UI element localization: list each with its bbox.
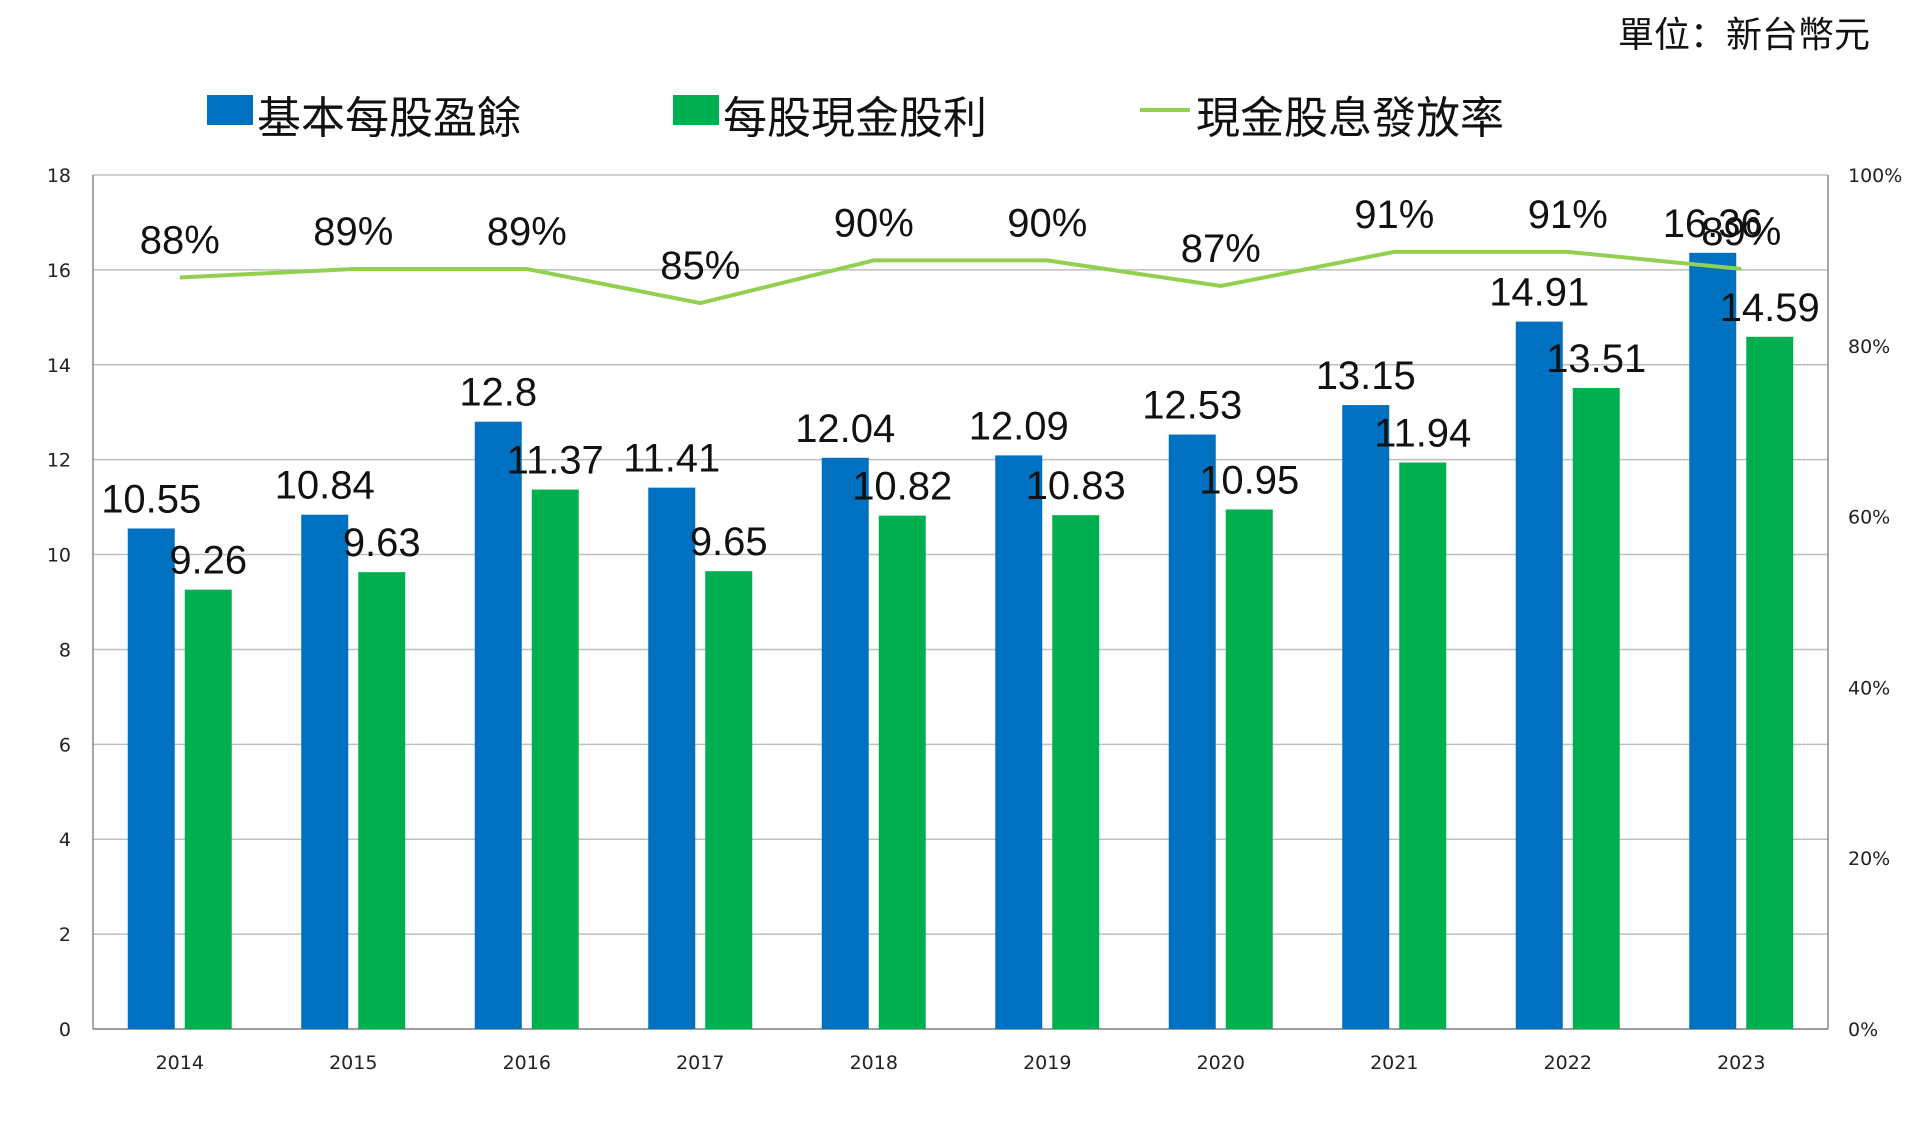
bars xyxy=(127,252,1794,1030)
eps-value-label: 12.09 xyxy=(969,404,1069,448)
legend-label-payout: 現金股息發放率 xyxy=(1196,93,1504,144)
payout-value-label: 90% xyxy=(1007,201,1087,245)
data-labels: 10.55 9.26 88% 10.84 9.63 89% 12.8 11.37 89% 11.4… xyxy=(101,193,1820,583)
payout-line xyxy=(179,249,1742,306)
x-tick-label: 2016 xyxy=(503,1052,551,1074)
y-tick-label: 16 xyxy=(47,260,71,282)
y-tick-label: 18 xyxy=(47,165,71,187)
payout-value-label: 89% xyxy=(313,210,393,254)
legend-swatch-dividend xyxy=(673,95,719,125)
dividend-value-label: 11.37 xyxy=(507,439,604,483)
eps-value-label: 11.41 xyxy=(623,437,720,481)
x-tick-label: 2014 xyxy=(156,1052,204,1074)
payout-value-label: 88% xyxy=(140,218,220,262)
x-tick-label: 2015 xyxy=(329,1052,377,1074)
dividend-bar xyxy=(531,489,579,1030)
y-tick-label: 8 xyxy=(59,639,71,661)
eps-value-label: 16.36 xyxy=(1663,202,1763,246)
payout-value-label: 87% xyxy=(1181,227,1261,271)
y2-tick-label: 20% xyxy=(1848,848,1890,870)
dividend-value-label: 11.94 xyxy=(1374,412,1471,456)
dividend-value-label: 14.59 xyxy=(1720,286,1820,330)
eps-value-label: 12.53 xyxy=(1142,384,1242,428)
eps-value-label: 12.8 xyxy=(459,371,537,415)
dividend-value-label: 10.95 xyxy=(1199,458,1299,502)
eps-value-label: 13.15 xyxy=(1316,354,1416,398)
payout-value-label: 89% xyxy=(487,210,567,254)
dividend-value-label: 10.82 xyxy=(852,465,952,509)
y2-tick-label: 60% xyxy=(1848,507,1890,529)
legend-label-eps: 基本每股盈餘 xyxy=(257,93,521,144)
dividend-bar xyxy=(1225,509,1273,1029)
eps-bar xyxy=(821,457,869,1029)
payout-ratio-line xyxy=(179,249,1742,306)
dividend-bar xyxy=(1746,336,1794,1030)
eps-bar xyxy=(995,455,1043,1029)
y-tick-label: 6 xyxy=(59,734,71,756)
dividend-bar xyxy=(184,589,232,1029)
eps-bar xyxy=(1515,321,1563,1029)
y2-tick-label: 0% xyxy=(1848,1019,1878,1041)
eps-value-label: 14.91 xyxy=(1489,271,1589,315)
dividend-value-label: 9.65 xyxy=(690,520,768,564)
legend: 基本每股盈餘 每股現金股利 現金股息發放率 xyxy=(207,93,1504,144)
payout-value-label: 85% xyxy=(660,244,740,288)
y-tick-label: 2 xyxy=(59,924,71,946)
dividend-bar xyxy=(1052,515,1100,1029)
x-tick-label: 2023 xyxy=(1717,1052,1765,1074)
y2-tick-label: 80% xyxy=(1848,336,1890,358)
dividend-value-label: 9.26 xyxy=(169,539,247,583)
eps-value-label: 12.04 xyxy=(795,407,895,451)
dividend-value-label: 13.51 xyxy=(1546,337,1646,381)
x-tick-label: 2022 xyxy=(1544,1052,1592,1074)
eps-bar xyxy=(1168,434,1216,1029)
dividend-bar xyxy=(358,572,406,1029)
x-tick-label: 2020 xyxy=(1197,1052,1245,1074)
payout-value-label: 89% xyxy=(1701,210,1781,254)
dividend-value-label: 10.83 xyxy=(1026,464,1126,508)
payout-value-label: 91% xyxy=(1354,193,1434,237)
eps-value-label: 10.55 xyxy=(101,477,201,521)
y-tick-label: 12 xyxy=(47,450,71,472)
x-tick-label: 2019 xyxy=(1023,1052,1071,1074)
payout-value-label: 90% xyxy=(834,201,914,245)
y-tick-label: 14 xyxy=(47,355,71,377)
y2-tick-label: 40% xyxy=(1848,677,1890,699)
dividend-bar xyxy=(1572,388,1620,1030)
dividend-bar xyxy=(878,515,926,1029)
x-tick-label: 2017 xyxy=(676,1052,724,1074)
payout-value-label: 91% xyxy=(1528,193,1608,237)
legend-label-dividend: 每股現金股利 xyxy=(723,93,987,144)
x-tick-label: 2021 xyxy=(1370,1052,1418,1074)
eps-value-label: 10.84 xyxy=(275,464,375,508)
eps-bar xyxy=(301,514,349,1029)
dividend-bar xyxy=(705,571,753,1029)
eps-bar xyxy=(474,421,522,1029)
legend-swatch-eps xyxy=(207,95,253,125)
y2-tick-label: 100% xyxy=(1848,165,1902,187)
eps-bar xyxy=(127,528,175,1029)
dividend-bar xyxy=(1399,462,1447,1030)
y-tick-label: 10 xyxy=(47,545,71,567)
dividend-value-label: 9.63 xyxy=(343,521,421,565)
y-tick-label: 0 xyxy=(59,1019,71,1041)
y-tick-label: 4 xyxy=(59,829,71,851)
x-tick-label: 2018 xyxy=(850,1052,898,1074)
unit-label: 單位：新台幣元 xyxy=(1618,15,1870,56)
eps-bar xyxy=(648,487,696,1029)
eps-bar xyxy=(1689,252,1737,1029)
eps-bar xyxy=(1342,405,1390,1029)
